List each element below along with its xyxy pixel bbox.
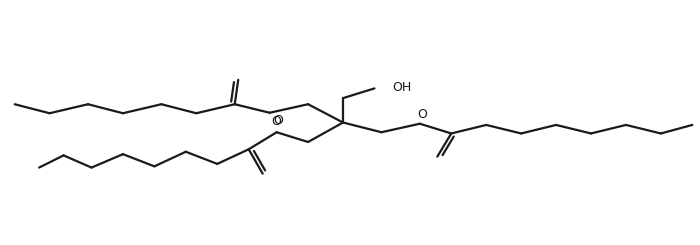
Text: O: O bbox=[273, 114, 283, 127]
Text: OH: OH bbox=[392, 81, 411, 94]
Text: O: O bbox=[417, 108, 427, 121]
Text: O: O bbox=[272, 115, 281, 128]
